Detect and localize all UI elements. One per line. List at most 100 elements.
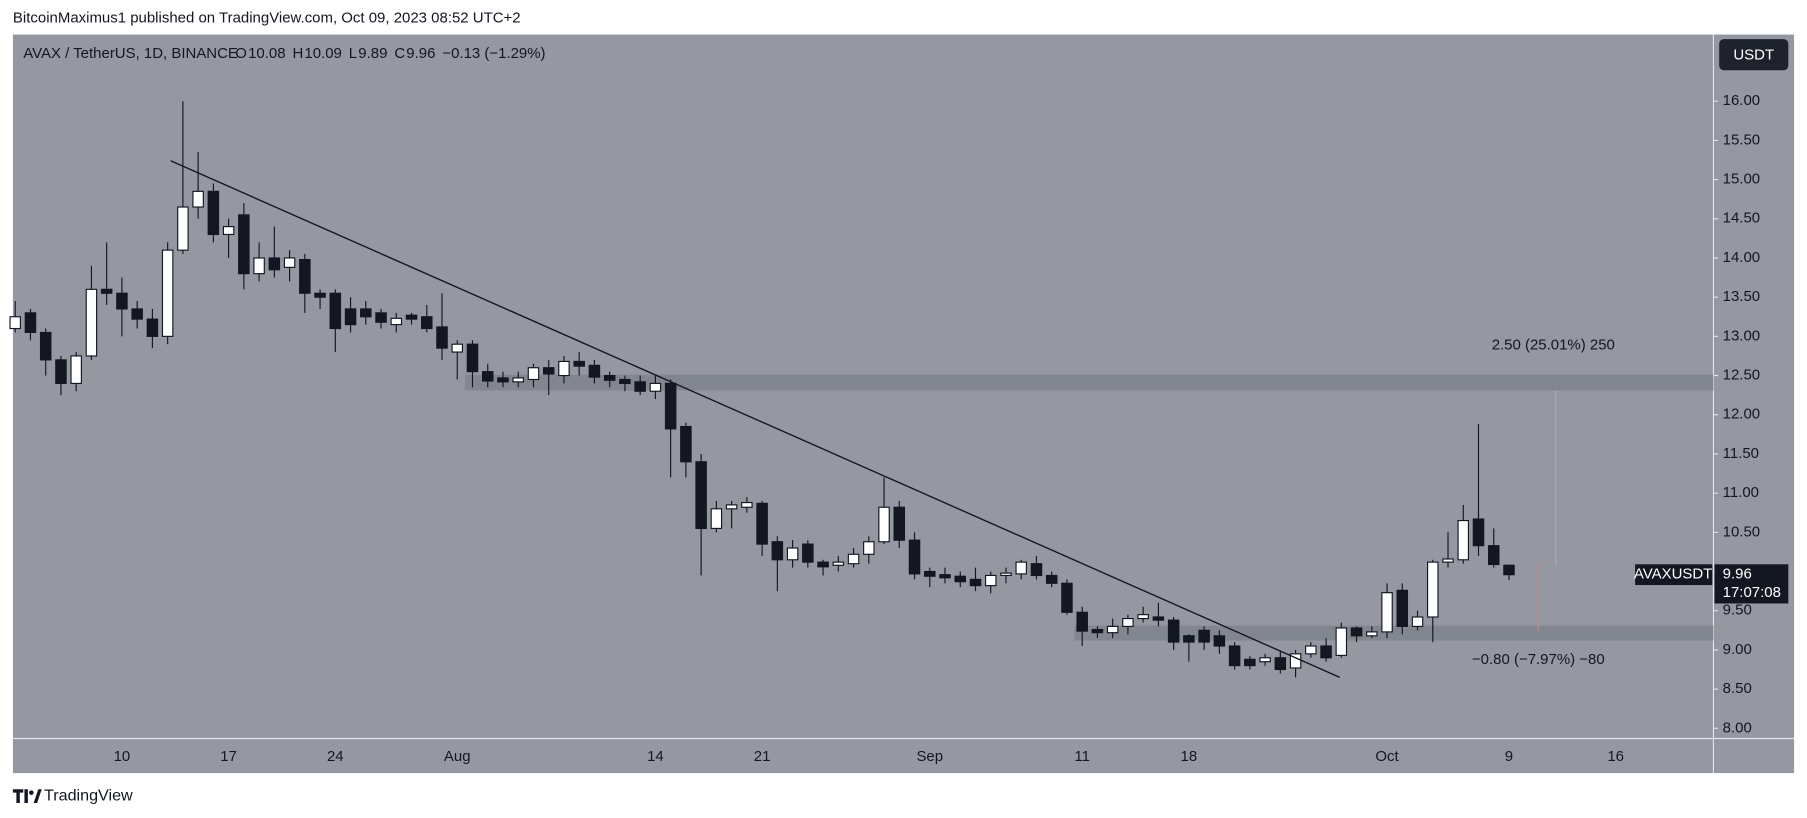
candle-body [253, 257, 265, 275]
candle-body [161, 249, 174, 337]
candle-body [1274, 657, 1287, 671]
ohlc-key: L [349, 45, 357, 62]
candle-body [299, 258, 311, 294]
candle-body [817, 561, 829, 568]
candle-body [573, 360, 585, 367]
y-tick-label: 8.50 [1723, 680, 1752, 697]
candle-body [466, 343, 479, 373]
y-tick-label: 13.50 [1723, 288, 1760, 305]
chart-background [12, 34, 1795, 774]
symbol-tag [1635, 564, 1713, 586]
ohlc-value: 9.89 [358, 45, 387, 62]
candle-body [924, 570, 936, 577]
currency-button[interactable] [1719, 39, 1789, 71]
candle-body [1152, 616, 1165, 621]
y-tick-label: 11.00 [1723, 484, 1759, 501]
candle-body [375, 312, 387, 323]
candle-body [177, 206, 189, 251]
candle-body [1030, 563, 1043, 577]
x-tick-label: 17 [220, 748, 237, 765]
candle-body [908, 539, 921, 575]
ohlc-key: O [235, 45, 247, 62]
countdown: 17:07:08 [1723, 584, 1781, 601]
candle-body [1487, 545, 1500, 566]
candle-body [527, 367, 540, 381]
y-tick-label: 15.50 [1723, 131, 1760, 148]
footer-brand: TradingView [44, 786, 133, 804]
candle-body [939, 574, 951, 579]
currency-label: USDT [1733, 46, 1774, 63]
candle-body [847, 553, 860, 565]
candle-body [588, 364, 601, 378]
candle-body [1457, 520, 1470, 561]
candle-body [329, 292, 342, 330]
candle-body [512, 377, 524, 383]
candle-body [1122, 617, 1134, 627]
zone [464, 374, 1714, 391]
change: −0.13 (−1.29%) [442, 45, 545, 62]
candle-body [39, 331, 52, 361]
x-tick-label: Sep [916, 748, 943, 765]
measurement-label: −0.80 (−7.97%) −80 [1472, 651, 1605, 668]
candle-body [390, 317, 403, 326]
candle-body [1503, 564, 1515, 576]
candle-body [1335, 627, 1348, 656]
candle-body [984, 574, 997, 587]
x-tick-label: 21 [754, 748, 771, 765]
candle-body [1076, 611, 1088, 632]
x-tick-label: 18 [1181, 748, 1198, 765]
x-tick-label: 14 [647, 748, 664, 765]
logo-dot [29, 790, 34, 795]
y-tick-label: 16.00 [1723, 92, 1760, 109]
candle-body [741, 501, 753, 508]
candle-body [603, 374, 616, 381]
candle-body [1259, 657, 1271, 663]
candle-body [969, 578, 982, 587]
candle-body [436, 326, 448, 349]
candle-body [1366, 631, 1378, 637]
y-tick-label: 10.50 [1723, 523, 1760, 540]
candle-body [55, 359, 67, 384]
candle-body [1244, 658, 1256, 667]
ohlc-header: O 10.08 H 10.09 L 9.89 C 9.96 −0.13 (−1.29%) [235, 45, 545, 62]
candle-body [832, 561, 845, 566]
candle-body [558, 360, 570, 377]
x-tick-label: Aug [444, 748, 471, 765]
ohlc-value: 10.09 [304, 45, 341, 62]
x-tick-label: Oct [1375, 748, 1399, 765]
candle-body [802, 543, 814, 563]
candle-body [893, 506, 906, 541]
candle-body [481, 371, 494, 382]
y-tick-label: 15.00 [1723, 171, 1760, 188]
candle-body [878, 506, 890, 543]
candle-body [1305, 645, 1317, 655]
candle-body [542, 367, 555, 375]
candle-body [1442, 558, 1454, 563]
candle-body [1137, 614, 1149, 620]
candle-body [1472, 518, 1485, 547]
candle-body [771, 541, 784, 561]
candle-body [497, 377, 509, 383]
candle-body [1320, 645, 1332, 659]
candle-body [710, 508, 723, 529]
y-tick-label: 11.50 [1723, 445, 1759, 462]
candle-body [619, 378, 631, 384]
candle-body [1381, 592, 1393, 633]
candle-body [1228, 645, 1241, 667]
plot: 2.50 (25.01%) 250 −0.80 (−7.97%) −80 [9, 101, 1714, 678]
candle-body [725, 504, 738, 510]
symbol-tag-label: AVAXUSDT [1634, 566, 1712, 583]
logo-mark [33, 789, 42, 804]
y-tick-label: 12.50 [1723, 367, 1760, 384]
candle-body [192, 190, 204, 208]
measurement-label: 2.50 (25.01%) 250 [1492, 337, 1615, 354]
y-tick-label: 8.00 [1723, 719, 1752, 736]
candle-body [1000, 572, 1012, 577]
attribution: BitcoinMaximus1 published on TradingView… [13, 9, 521, 26]
x-tick-label: 24 [327, 748, 344, 765]
candle-body [1183, 635, 1195, 643]
candle-body [954, 575, 967, 583]
candle-body [863, 541, 875, 555]
candle-body [1411, 616, 1424, 627]
ohlc-key: C [394, 45, 405, 62]
